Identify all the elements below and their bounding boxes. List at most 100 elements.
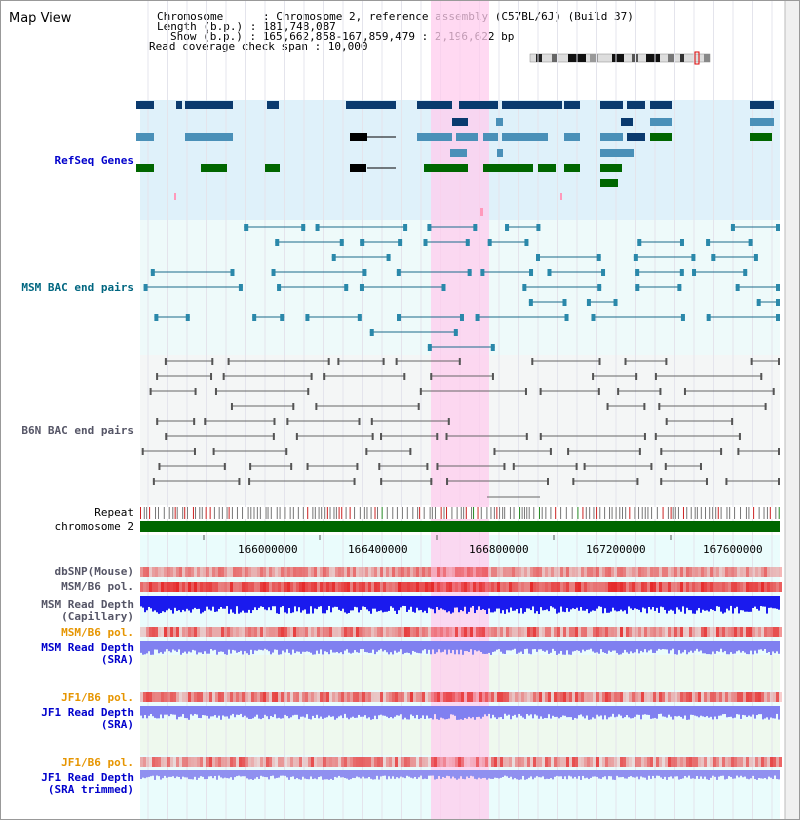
gene-exon bbox=[600, 133, 623, 141]
jf1-sra-depth-bar bbox=[380, 706, 382, 715]
jf1-b6-pol-cell bbox=[191, 692, 194, 702]
jf1-sra-depth-bar bbox=[432, 706, 434, 720]
track-label-msm-depth-sra[interactable]: MSM Read Depth bbox=[41, 641, 134, 654]
jf1-trim-depth-bar bbox=[474, 770, 476, 779]
jf1-trim-depth-bar bbox=[540, 770, 542, 778]
track-label-jf1-b6-pol-2[interactable]: JF1/B6 pol. bbox=[61, 756, 134, 769]
gene-exon bbox=[600, 164, 622, 172]
track-label-msm-depth-cap[interactable]: MSM Read Depth bbox=[41, 598, 134, 611]
jf1-b6-pol2-cell bbox=[461, 757, 464, 767]
repeat-track bbox=[140, 507, 780, 519]
jf1-sra-depth-bar bbox=[444, 706, 446, 720]
repeat-element bbox=[577, 507, 579, 519]
msm-capillary-depth-bar bbox=[484, 596, 486, 611]
jf1-trim-depth-bar bbox=[402, 770, 404, 778]
msm-b6-pol-cell bbox=[677, 582, 680, 592]
jf1-sra-depth-bar bbox=[166, 706, 168, 715]
track-label-msm-b6-pol[interactable]: MSM/B6 pol. bbox=[61, 580, 134, 593]
track-label-jf1-depth-trim[interactable]: JF1 Read Depth bbox=[41, 771, 134, 784]
msm-bac-end bbox=[597, 284, 602, 291]
msm-capillary-depth-bar bbox=[640, 596, 642, 613]
track-label-msm-bac[interactable]: MSM BAC end pairs bbox=[21, 281, 134, 294]
jf1-sra-depth-bar bbox=[318, 706, 320, 719]
track-label-refseq[interactable]: RefSeq Genes bbox=[54, 154, 134, 167]
msm-capillary-depth-bar bbox=[658, 596, 660, 613]
jf1-sra-depth-bar bbox=[752, 706, 754, 715]
jf1-sra-depth-bar bbox=[326, 706, 328, 718]
gene-exon bbox=[627, 101, 645, 109]
jf1-b6-pol2-cell bbox=[395, 757, 398, 767]
dbsnp-cell bbox=[197, 567, 200, 577]
msm-b6-pol2-cell bbox=[710, 627, 713, 637]
msm-capillary-depth-bar bbox=[424, 596, 426, 611]
repeat-element bbox=[431, 507, 433, 519]
track-label-msm-b6-pol-2[interactable]: MSM/B6 pol. bbox=[61, 626, 134, 639]
msm-bac-end bbox=[564, 314, 569, 321]
dbsnp-cell bbox=[500, 567, 503, 577]
jf1-sra-depth-bar bbox=[648, 706, 650, 715]
ideogram-band bbox=[536, 54, 542, 62]
dbsnp-cell bbox=[191, 567, 194, 577]
jf1-sra-depth-bar bbox=[442, 706, 444, 719]
msm-b6-pol-cell bbox=[698, 582, 701, 592]
jf1-trim-depth-bar bbox=[576, 770, 578, 779]
dbsnp-cell bbox=[734, 567, 737, 577]
jf1-sra-depth-bar bbox=[504, 706, 506, 714]
jf1-sra-depth-bar bbox=[632, 706, 634, 719]
jf1-b6-pol2-cell bbox=[275, 757, 278, 767]
jf1-trim-depth-bar bbox=[582, 770, 584, 776]
msm-bac-end bbox=[238, 284, 243, 291]
b6n-bac-end bbox=[592, 373, 595, 380]
jf1-b6-pol2-cell bbox=[530, 757, 533, 767]
jf1-b6-pol2-cell bbox=[209, 757, 212, 767]
b6n-bac-end bbox=[597, 388, 600, 395]
msm-b6-pol2-cell bbox=[566, 627, 569, 637]
gene-marker bbox=[560, 193, 562, 200]
jf1-sra-depth-bar bbox=[526, 706, 528, 715]
track-label-jf1-b6-pol[interactable]: JF1/B6 pol. bbox=[61, 691, 134, 704]
map-view-title: Map View bbox=[9, 11, 72, 26]
dbsnp-cell bbox=[752, 567, 755, 577]
repeat-element bbox=[686, 507, 688, 519]
msm-b6-pol2-cell bbox=[518, 627, 521, 637]
msm-b6-pol-cell bbox=[227, 582, 230, 592]
msm-sra-depth-bar bbox=[248, 641, 250, 655]
msm-sra-depth-bar bbox=[244, 641, 246, 652]
msm-capillary-depth-bar bbox=[610, 596, 612, 612]
msm-b6-pol-cell bbox=[557, 582, 560, 592]
jf1-trim-depth-bar bbox=[532, 770, 534, 780]
track-label-jf1-depth-sra[interactable]: JF1 Read Depth bbox=[41, 706, 134, 719]
msm-b6-pol2-cell bbox=[545, 627, 548, 637]
msm-capillary-depth-bar bbox=[146, 596, 148, 611]
repeat-element bbox=[321, 507, 323, 519]
jf1-b6-pol2-cell bbox=[512, 757, 515, 767]
jf1-b6-pol2-cell bbox=[737, 757, 740, 767]
msm-b6-pol-cell bbox=[770, 582, 773, 592]
msm-b6-pol2-cell bbox=[659, 627, 662, 637]
jf1-b6-pol2-cell bbox=[152, 757, 155, 767]
msm-b6-pol2-cell bbox=[287, 627, 290, 637]
jf1-b6-pol-cell bbox=[350, 692, 353, 702]
msm-sra-depth-bar bbox=[174, 641, 176, 651]
msm-capillary-depth-bar bbox=[612, 596, 614, 608]
track-label-dbsnp[interactable]: dbSNP(Mouse) bbox=[54, 565, 134, 578]
msm-capillary-depth-bar bbox=[488, 596, 490, 609]
msm-b6-pol-cell bbox=[146, 582, 149, 592]
jf1-trim-depth-bar bbox=[768, 770, 770, 777]
track-label-b6n-bac[interactable]: B6N BAC end pairs bbox=[21, 424, 134, 437]
msm-sra-depth-bar bbox=[566, 641, 568, 651]
jf1-trim-depth-bar bbox=[490, 770, 492, 779]
msm-sra-depth-bar bbox=[716, 641, 718, 652]
jf1-b6-pol-cell bbox=[263, 692, 266, 702]
dbsnp-cell bbox=[572, 567, 575, 577]
msm-b6-pol2-cell bbox=[683, 627, 686, 637]
msm-capillary-depth-bar bbox=[696, 596, 698, 611]
jf1-b6-pol2-cell bbox=[632, 757, 635, 767]
msm-sra-depth-bar bbox=[140, 641, 142, 653]
jf1-b6-pol-cell bbox=[404, 692, 407, 702]
dbsnp-cell bbox=[284, 567, 287, 577]
msm-capillary-depth-bar bbox=[230, 596, 232, 610]
msm-bac-end bbox=[743, 269, 748, 276]
jf1-sra-depth-bar bbox=[596, 706, 598, 715]
repeat-element bbox=[406, 507, 408, 519]
